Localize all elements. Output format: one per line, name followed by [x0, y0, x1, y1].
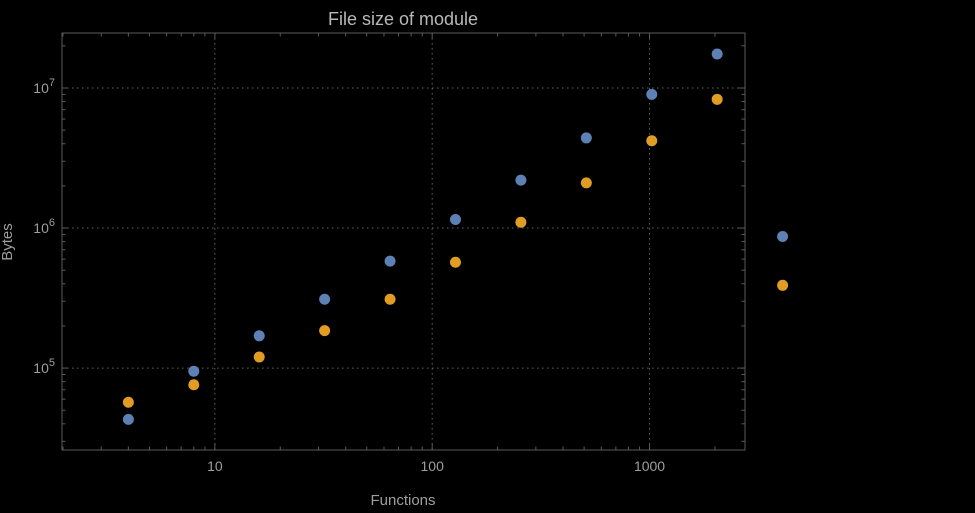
data-point-series-1-blue	[580, 132, 592, 144]
data-point-series-1-blue	[515, 174, 527, 186]
x-tick-label: 100	[421, 458, 445, 474]
data-point-series-1-blue	[188, 365, 200, 377]
data-point-series-2-orange	[122, 396, 134, 408]
data-point-series-1-blue	[449, 214, 461, 226]
x-axis-label: Functions	[370, 492, 435, 509]
data-point-series-1-blue	[711, 48, 723, 60]
data-point-series-1-blue	[122, 413, 134, 425]
data-point-series-2-orange	[777, 279, 789, 291]
data-point-series-2-orange	[449, 256, 461, 268]
chart-title: File size of module	[328, 9, 478, 29]
data-point-series-1-blue	[319, 293, 331, 305]
data-point-series-2-orange	[384, 293, 396, 305]
data-point-series-1-blue	[646, 88, 658, 100]
chart-layer: 10 100 1000 105 106 107	[33, 32, 789, 474]
y-tick-label: 107	[33, 77, 55, 96]
data-point-series-1-blue	[253, 330, 265, 342]
data-point-series-1-blue	[777, 231, 789, 243]
x-tick-label: 1000	[634, 458, 665, 474]
data-point-series-2-orange	[515, 216, 527, 228]
y-tick-label: 105	[33, 357, 55, 376]
y-axis-label: Bytes	[0, 223, 16, 261]
data-point-series-2-orange	[580, 177, 592, 189]
plot-frame	[61, 32, 746, 451]
data-point-series-2-orange	[319, 325, 331, 337]
data-point-series-2-orange	[711, 93, 723, 105]
data-point-series-2-orange	[188, 379, 200, 391]
data-point-series-2-orange	[646, 135, 658, 147]
data-point-series-2-orange	[253, 351, 265, 363]
data-point-series-1-blue	[384, 255, 396, 267]
y-tick-label: 106	[33, 217, 55, 236]
x-tick-label: 10	[207, 458, 223, 474]
